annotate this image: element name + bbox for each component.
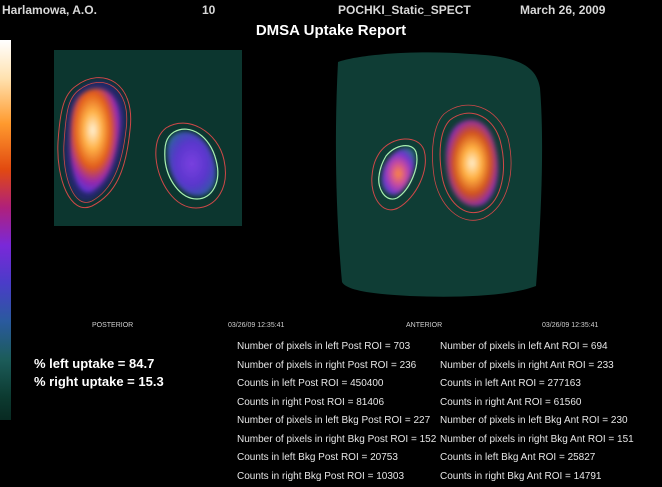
anterior-background (335, 52, 543, 297)
stat-line: Counts in right Post ROI = 81406 (237, 396, 385, 408)
right-kidney-bkg-roi (155, 122, 226, 209)
stat-line: Number of pixels in right Bkg Ant ROI = … (440, 433, 634, 445)
stat-line: Counts in left Ant ROI = 277163 (440, 378, 581, 389)
stat-line: Counts in right Bkg Ant ROI = 14791 (440, 470, 602, 482)
right-uptake: % right uptake = 15.3 (34, 374, 164, 389)
posterior-label: POSTERIOR (92, 322, 134, 329)
stat-line: Number of pixels in right Bkg Post ROI =… (237, 433, 437, 445)
stat-line: Number of pixels in right Post ROI = 236 (237, 359, 417, 371)
study-name: POCHKI_Static_SPECT (338, 3, 471, 17)
stat-line: Number of pixels in left Bkg Ant ROI = 2… (440, 415, 628, 426)
anterior-image[interactable] (330, 48, 570, 318)
left-kidney-ant-roi (439, 112, 504, 214)
left-uptake: % left uptake = 84.7 (34, 356, 155, 371)
stat-line: Number of pixels in left Post ROI = 703 (237, 341, 411, 352)
anterior-label: ANTERIOR (406, 322, 443, 329)
posterior-timestamp: 03/26/09 12:35:41 (228, 322, 285, 329)
left-kidney-anterior (446, 119, 499, 207)
posterior-image[interactable] (40, 48, 260, 318)
stat-line: Number of pixels in left Bkg Post ROI = … (237, 415, 431, 426)
study-date: March 26, 2009 (520, 3, 606, 17)
stat-line: Counts in right Bkg Post ROI = 10303 (237, 470, 405, 482)
series-number: 10 (202, 3, 216, 17)
left-kidney-roi-inner (63, 81, 128, 203)
report-title: DMSA Uptake Report (255, 22, 407, 39)
right-kidney-roi (164, 128, 219, 200)
stat-line: Counts in left Bkg Ant ROI = 25827 (440, 452, 596, 463)
stat-line: Counts in right Ant ROI = 61560 (440, 396, 582, 408)
anterior-stats: Number of pixels in left Ant ROI = 694 N… (440, 338, 634, 486)
right-kidney-anterior (381, 147, 416, 195)
right-kidney-ant-bkg-roi (371, 138, 426, 211)
stat-line: Number of pixels in right Ant ROI = 233 (440, 359, 614, 371)
stat-line: Number of pixels in left Ant ROI = 694 (440, 341, 608, 352)
left-kidney-posterior (70, 88, 121, 193)
right-kidney-ant-roi (378, 145, 418, 200)
stat-line: Counts in left Bkg Post ROI = 20753 (237, 452, 398, 463)
posterior-stats: Number of pixels in left Post ROI = 703 … (237, 338, 436, 486)
patient-name: Harlamowa, A.O. (2, 3, 97, 17)
color-scale-bar (0, 40, 11, 420)
left-kidney-ant-bkg-roi (432, 104, 512, 221)
anterior-timestamp: 03/26/09 12:35:41 (542, 322, 599, 329)
right-kidney-posterior (167, 131, 217, 196)
left-kidney-roi-outer (57, 77, 132, 209)
stat-line: Counts in left Post ROI = 450400 (237, 378, 384, 389)
